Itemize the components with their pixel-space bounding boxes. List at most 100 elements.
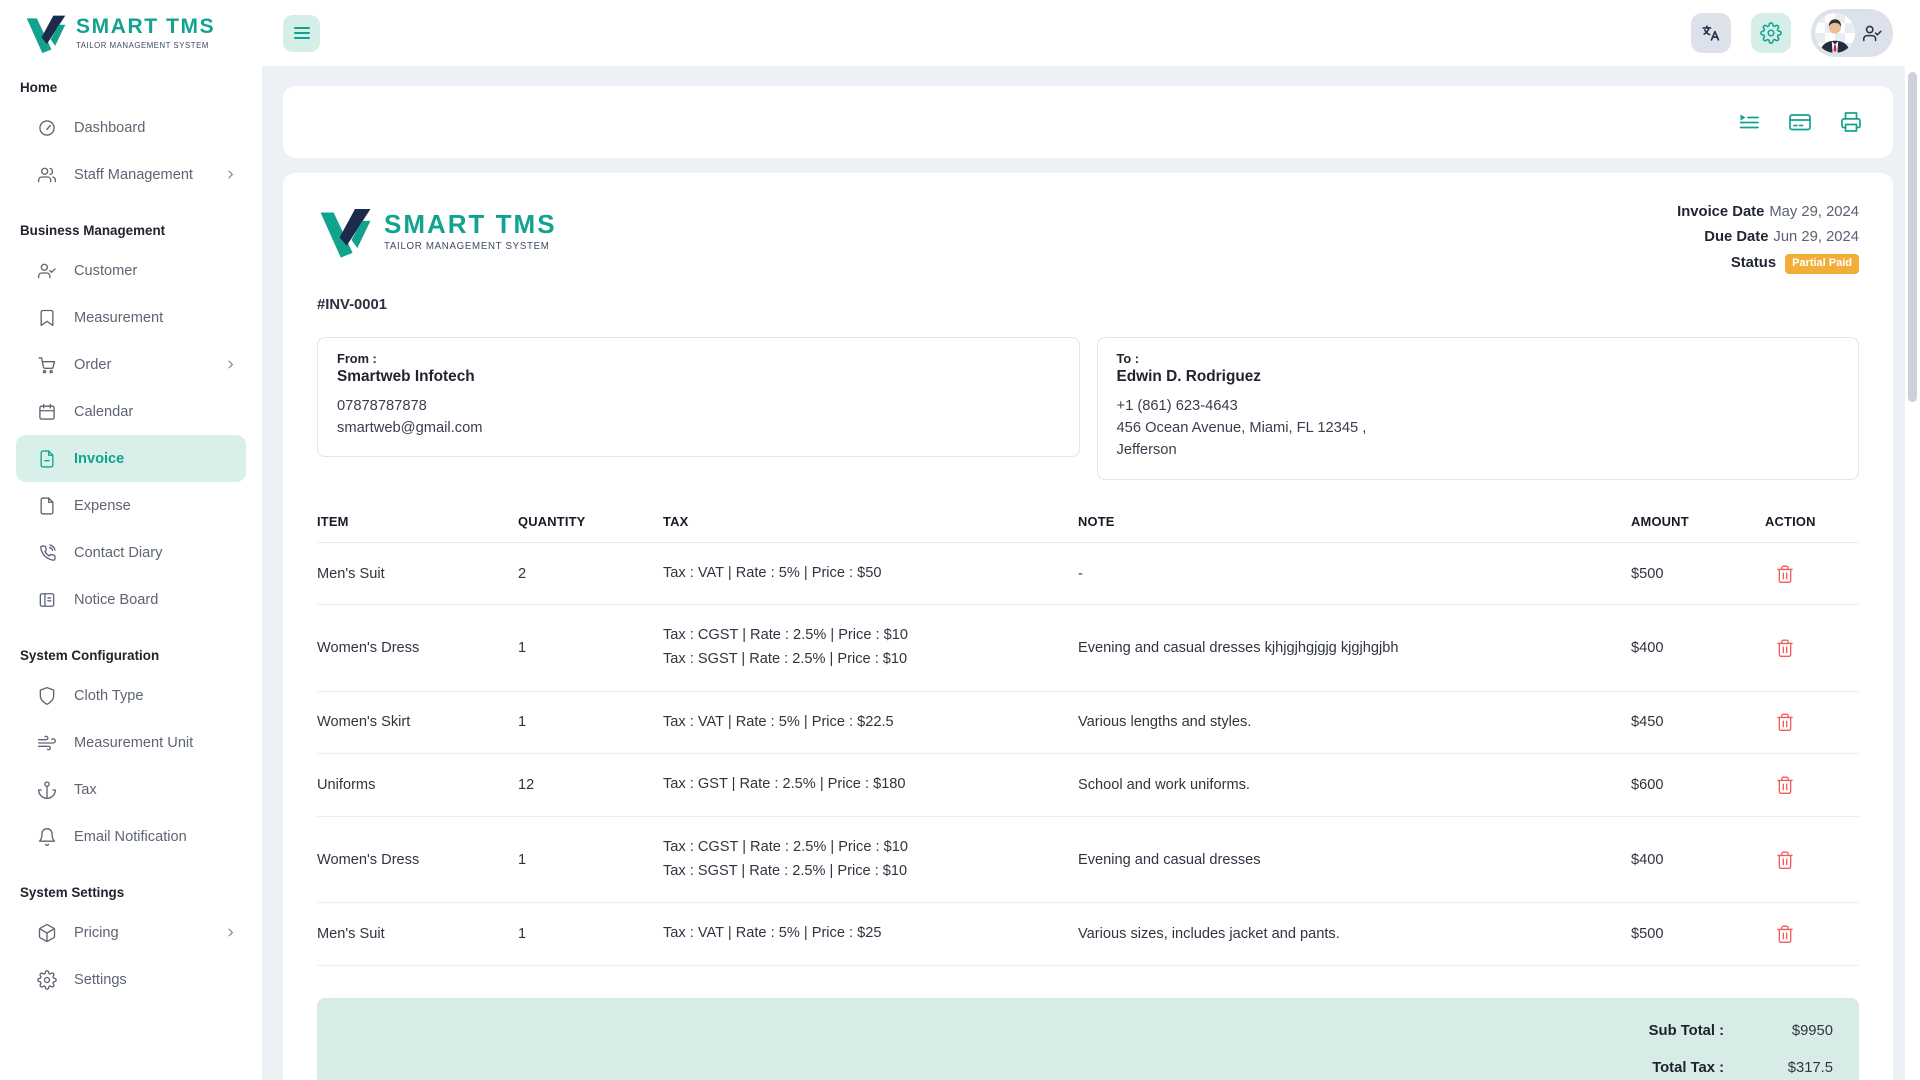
sidebar-item-invoice[interactable]: Invoice [16, 435, 246, 482]
sidebar-item-tax[interactable]: Tax [16, 766, 246, 813]
column-header-item: ITEM [317, 513, 349, 529]
scrollbar-thumb[interactable] [1908, 72, 1917, 402]
cell-amount: $400 [1631, 851, 1664, 868]
totals-row: Sub Total : $9950 [1533, 1023, 1833, 1039]
to-heading: To : [1116, 350, 1140, 366]
cell-note: Various lengths and styles. [1078, 714, 1252, 731]
unit-icon [37, 733, 57, 753]
totals-value: $9950 [1791, 1022, 1833, 1039]
translate-icon[interactable] [1691, 13, 1731, 53]
sidebar-item-calendar[interactable]: Calendar [16, 388, 246, 435]
settings-icon [37, 969, 57, 990]
cell-quantity: 1 [518, 926, 527, 943]
cell-action [1765, 605, 1859, 690]
trash-icon[interactable] [1775, 775, 1795, 795]
cell-item: Men's Suit [317, 565, 385, 582]
sidebar-item-measurement-unit[interactable]: Measurement Unit [16, 719, 246, 766]
sidebar-item-staff-management[interactable]: Staff Management [16, 151, 246, 198]
cloth-icon [37, 686, 57, 706]
cell-tax: Tax : VAT | Rate : 5% | Price : $50 [663, 564, 882, 581]
cell-quantity: 12 [518, 777, 535, 794]
cell-item: Women's Skirt [317, 714, 411, 731]
trash-icon[interactable] [1775, 850, 1795, 870]
avatar [1815, 13, 1855, 53]
sidebar-item-customer[interactable]: Customer [16, 247, 246, 294]
trash-icon[interactable] [1775, 638, 1795, 658]
cell-tax: Tax : VAT | Rate : 5% | Price : $22.5 [663, 713, 894, 730]
invoice-brand-logo: SMART TMS TAILOR MANAGEMENT SYSTEM [317, 203, 557, 260]
sidebar-nav: Home Dashboard Staff Management Business Ma… [0, 55, 262, 1003]
totals-value: $317.5 [1787, 1059, 1833, 1076]
sidebar-item-label: Staff Management [74, 166, 193, 183]
cell-item: Uniforms [317, 777, 376, 794]
column-header-quantity: QUANTITY [518, 513, 586, 529]
sidebar-item-label: Tax [74, 781, 97, 798]
invoice-icon [37, 449, 57, 469]
sidebar-item-settings[interactable]: Settings [16, 956, 246, 1003]
calendar-icon [37, 402, 57, 422]
cell-action [1765, 754, 1859, 816]
invoice-meta-row: Status Partial Paid [1677, 253, 1859, 274]
cell-note: - [1078, 565, 1083, 582]
sidebar-item-label: Cloth Type [74, 687, 144, 704]
cell-action [1765, 543, 1859, 605]
sidebar-item-expense[interactable]: Expense [16, 482, 246, 529]
invoice-to-box: To : Edwin D. Rodriguez +1 (861) 623-464… [1096, 336, 1859, 480]
cell-action [1765, 903, 1859, 965]
invoice-number: #INV-0001 [317, 296, 387, 313]
cell-amount: $600 [1631, 777, 1664, 794]
brand-name: SMART TMS [76, 15, 216, 39]
meta-value: Jun 29, 2024 [1773, 229, 1859, 246]
sidebar-item-dashboard[interactable]: Dashboard [16, 104, 246, 151]
sidebar-item-label: Measurement Unit [74, 734, 194, 751]
sidebar-item-cloth-type[interactable]: Cloth Type [16, 672, 246, 719]
invoice-header: SMART TMS TAILOR MANAGEMENT SYSTEM Invoi… [317, 203, 1859, 281]
table-row: Women's Skirt 1 Tax : VAT | Rate : 5% | Pr… [317, 692, 1859, 755]
sidebar-item-order[interactable]: Order [16, 341, 246, 388]
table-row: Women's Dress 1 Tax : CGST | Rate : 2.5% |… [317, 817, 1859, 904]
from-email: smartweb@gmail.com [337, 420, 483, 437]
table-row: Uniforms 12 Tax : GST | Rate : 2.5% | Pric… [317, 754, 1859, 817]
column-header-tax: TAX [663, 513, 689, 529]
sidebar-item-notice-board[interactable]: Notice Board [16, 576, 246, 623]
sidebar-section-title: System Settings [20, 885, 125, 900]
dashboard-icon [37, 118, 57, 138]
sidebar-item-measurement[interactable]: Measurement [16, 294, 246, 341]
invoice-items-table: ITEM QUANTITY TAX NOTE AMOUNT ACTION Men's Su… [317, 504, 1859, 966]
table-body: Men's Suit 2 Tax : VAT | Rate : 5% | Price… [317, 543, 1859, 966]
cell-quantity: 1 [518, 640, 527, 657]
content-area: SMART TMS TAILOR MANAGEMENT SYSTEM Invoi… [262, 66, 1920, 1080]
totals-row: Total Tax : $317.5 [1533, 1060, 1833, 1076]
cell-tax: Tax : VAT | Rate : 5% | Price : $25 [663, 925, 882, 942]
menu-icon[interactable] [283, 14, 320, 52]
to-name: Edwin D. Rodriguez [1116, 367, 1262, 385]
column-header-amount: AMOUNT [1631, 513, 1689, 529]
profile-button[interactable] [1811, 9, 1893, 57]
from-phone: 07878787878 [337, 397, 427, 414]
playlist-indent-icon[interactable] [1737, 110, 1761, 134]
cell-note: School and work uniforms. [1078, 777, 1250, 794]
cell-item: Women's Dress [317, 640, 420, 657]
brand-logo-icon [24, 11, 68, 55]
cell-quantity: 2 [518, 565, 527, 582]
trash-icon[interactable] [1775, 712, 1795, 732]
to-address-line1: 456 Ocean Avenue, Miami, FL 12345 , [1116, 420, 1367, 437]
sidebar-item-label: Settings [74, 971, 127, 988]
printer-icon[interactable] [1839, 110, 1863, 134]
sidebar-item-contact-diary[interactable]: Contact Diary [16, 529, 246, 576]
to-phone: +1 (861) 623-4643 [1116, 397, 1238, 414]
trash-icon[interactable] [1775, 564, 1795, 584]
notice-icon [37, 590, 57, 610]
sidebar-item-email-notification[interactable]: Email Notification [16, 813, 246, 860]
scrollbar-track[interactable] [1905, 0, 1920, 1080]
settings-icon[interactable] [1751, 13, 1791, 53]
sidebar-item-pricing[interactable]: Pricing [16, 909, 246, 956]
column-header-action: ACTION [1765, 513, 1816, 529]
expense-icon [37, 496, 57, 516]
credit-card-icon[interactable] [1788, 110, 1812, 134]
trash-icon[interactable] [1775, 924, 1795, 944]
cell-note: Evening and casual dresses kjhjgjhgjgjg … [1078, 640, 1399, 657]
party-row: From : Smartweb Infotech 07878787878 sma… [317, 336, 1859, 480]
invoice-card: SMART TMS TAILOR MANAGEMENT SYSTEM Invoi… [283, 173, 1893, 1080]
